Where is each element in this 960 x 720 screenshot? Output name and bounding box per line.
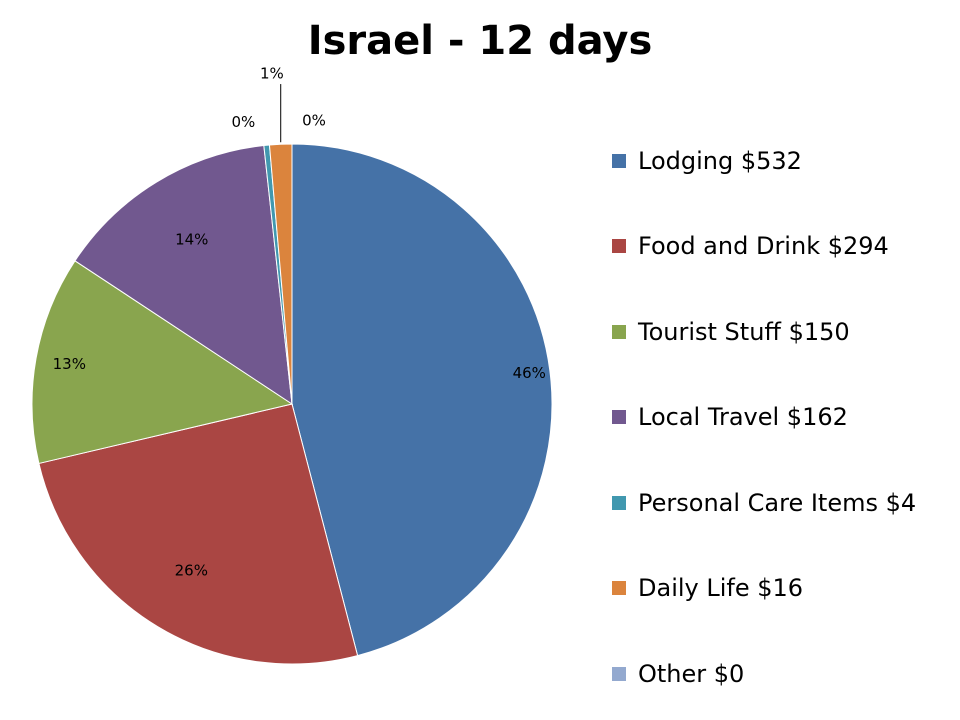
legend-item-daily-life: Daily Life $16 xyxy=(612,546,916,632)
pie-slice-lodging xyxy=(291,143,553,657)
pie-slice-tourist-stuff xyxy=(31,260,294,465)
legend-item-local-travel: Local Travel $162 xyxy=(612,375,916,461)
legend-label-other: Other $0 xyxy=(638,659,745,688)
chart-title: Israel - 12 days xyxy=(307,18,653,64)
pie-slice-local-travel xyxy=(74,144,293,406)
slice-label-tourist-stuff: 13% xyxy=(53,355,86,373)
slice-label-local-travel: 14% xyxy=(175,230,208,248)
slice-label-other: 0% xyxy=(302,112,326,130)
slice-label-daily-life: 1% xyxy=(260,65,284,83)
pie-slice-daily-life xyxy=(268,143,293,405)
slice-label-personal-care-items: 0% xyxy=(231,113,255,131)
legend-label-tourist-stuff: Tourist Stuff $150 xyxy=(638,317,850,346)
legend-label-lodging: Lodging $532 xyxy=(638,146,802,175)
legend-swatch-other xyxy=(612,666,626,681)
pie-slices xyxy=(31,143,553,665)
legend-swatch-tourist-stuff xyxy=(612,324,626,339)
legend-item-other: Other $0 xyxy=(612,631,916,717)
legend-label-daily-life: Daily Life $16 xyxy=(638,574,804,603)
legend-swatch-daily-life xyxy=(612,581,626,596)
legend-item-personal-care-items: Personal Care Items $4 xyxy=(612,460,916,546)
legend-item-tourist-stuff: Tourist Stuff $150 xyxy=(612,289,916,375)
legend-swatch-food-and-drink xyxy=(612,239,626,254)
legend-label-local-travel: Local Travel $162 xyxy=(638,403,848,432)
legend-label-personal-care-items: Personal Care Items $4 xyxy=(638,488,917,517)
legend-swatch-lodging xyxy=(612,153,626,168)
legend-item-lodging: Lodging $532 xyxy=(612,118,916,204)
legend-swatch-local-travel xyxy=(612,410,626,425)
legend-swatch-personal-care-items xyxy=(612,495,626,510)
legend: Lodging $532 Food and Drink $294 Tourist S… xyxy=(612,118,916,717)
legend-label-food-and-drink: Food and Drink $294 xyxy=(638,232,889,261)
slice-labels: 46% 26% 13% 14% 0% 1% 0% xyxy=(53,65,546,580)
slice-label-food-and-drink: 26% xyxy=(175,561,208,579)
pie-slice-food-and-drink xyxy=(38,403,359,665)
legend-item-food-and-drink: Food and Drink $294 xyxy=(612,204,916,290)
slice-label-lodging: 46% xyxy=(513,364,546,382)
